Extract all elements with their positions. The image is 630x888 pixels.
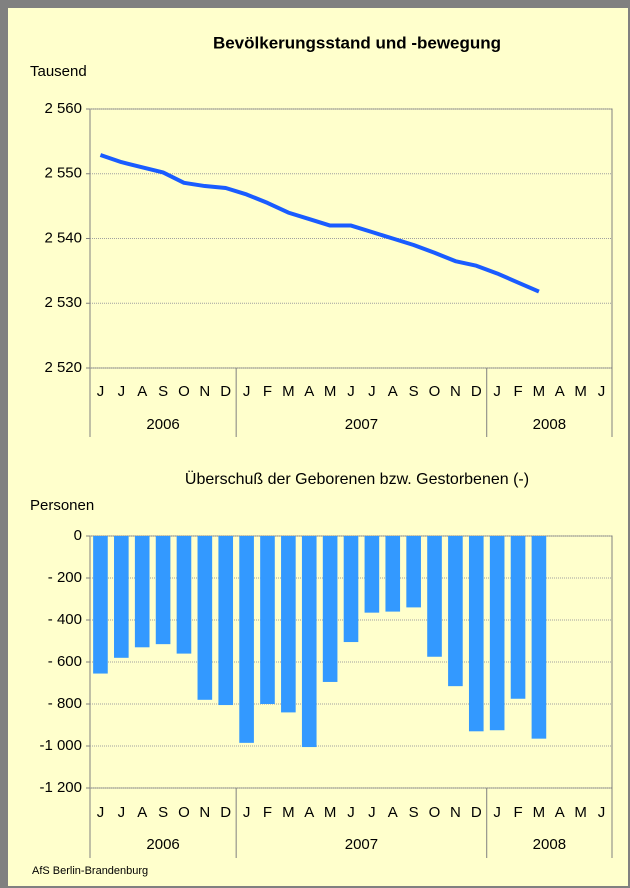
y-tick-label: - 600 bbox=[48, 653, 82, 670]
x-group-label: 2008 bbox=[533, 836, 566, 853]
x-tick-label: J bbox=[493, 383, 501, 400]
x-group-label: 2007 bbox=[345, 836, 378, 853]
x-tick-label: J bbox=[493, 804, 501, 821]
y-tick-label: - 200 bbox=[48, 569, 82, 586]
bar bbox=[134, 536, 150, 648]
x-tick-label: D bbox=[220, 804, 231, 821]
x-tick-label: J bbox=[243, 804, 251, 821]
bar bbox=[301, 536, 317, 748]
chart-subtitle: Überschuß der Geborenen bzw. Gestorbenen… bbox=[185, 470, 529, 488]
y-tick-label: 2 520 bbox=[44, 359, 82, 376]
x-tick-label: M bbox=[324, 804, 337, 821]
x-tick-label: F bbox=[513, 383, 522, 400]
line bbox=[99, 153, 540, 294]
x-tick-label: M bbox=[574, 383, 587, 400]
y-tick-label: 2 560 bbox=[44, 100, 82, 117]
bar bbox=[406, 536, 421, 608]
x-tick-label: A bbox=[304, 804, 314, 821]
x-tick-label: M bbox=[533, 804, 546, 821]
x-group-label: 2008 bbox=[533, 416, 566, 433]
x-tick-label: J bbox=[118, 383, 126, 400]
x-tick-label: J bbox=[368, 804, 376, 821]
x-tick-label: S bbox=[409, 804, 419, 821]
y-axis-label: Personen bbox=[30, 497, 94, 514]
bar bbox=[385, 536, 401, 612]
x-tick-label: O bbox=[178, 383, 190, 400]
x-tick-label: J bbox=[118, 804, 126, 821]
x-tick-label: A bbox=[304, 383, 314, 400]
x-tick-label: M bbox=[574, 804, 587, 821]
bar bbox=[176, 536, 192, 654]
x-tick-label: N bbox=[450, 383, 461, 400]
x-group-label: 2006 bbox=[146, 836, 179, 853]
x-tick-label: J bbox=[598, 804, 606, 821]
x-tick-label: S bbox=[409, 383, 419, 400]
y-tick-label: -1 000 bbox=[39, 737, 82, 754]
x-tick-label: J bbox=[598, 383, 606, 400]
x-tick-label: J bbox=[347, 383, 355, 400]
bar bbox=[468, 536, 484, 732]
bar bbox=[427, 536, 442, 657]
x-tick-label: J bbox=[97, 804, 105, 821]
x-tick-label: J bbox=[243, 383, 251, 400]
y-tick-label: 2 550 bbox=[44, 165, 82, 182]
x-tick-label: D bbox=[471, 383, 482, 400]
x-tick-label: N bbox=[450, 804, 461, 821]
x-tick-label: O bbox=[429, 383, 441, 400]
bar bbox=[239, 536, 254, 743]
x-tick-label: N bbox=[199, 804, 210, 821]
x-tick-label: M bbox=[282, 804, 295, 821]
x-tick-label: M bbox=[324, 383, 337, 400]
bar bbox=[531, 536, 547, 739]
x-tick-label: A bbox=[388, 804, 398, 821]
x-tick-label: M bbox=[282, 383, 295, 400]
x-tick-label: A bbox=[555, 383, 565, 400]
y-tick-label: 2 530 bbox=[44, 294, 82, 311]
bar bbox=[448, 536, 463, 687]
x-tick-label: S bbox=[158, 804, 168, 821]
x-tick-label: F bbox=[263, 383, 272, 400]
x-tick-label: O bbox=[178, 804, 190, 821]
bar bbox=[343, 536, 359, 643]
bar bbox=[510, 536, 526, 699]
x-group-label: 2007 bbox=[345, 416, 378, 433]
x-tick-label: D bbox=[471, 804, 482, 821]
y-tick-label: - 400 bbox=[48, 611, 82, 628]
x-tick-label: A bbox=[555, 804, 565, 821]
x-tick-label: J bbox=[368, 383, 376, 400]
x-tick-label: J bbox=[347, 804, 355, 821]
bar bbox=[93, 536, 108, 674]
x-tick-label: F bbox=[513, 804, 522, 821]
bar bbox=[322, 536, 338, 682]
bar bbox=[489, 536, 505, 731]
bar bbox=[114, 536, 129, 658]
x-group-label: 2006 bbox=[146, 416, 179, 433]
x-tick-label: A bbox=[137, 804, 147, 821]
x-tick-label: N bbox=[199, 383, 210, 400]
y-axis-label: Tausend bbox=[30, 63, 87, 80]
x-tick-label: F bbox=[263, 804, 272, 821]
y-tick-label: 0 bbox=[74, 527, 82, 544]
x-tick-label: J bbox=[97, 383, 105, 400]
bar bbox=[218, 536, 234, 706]
bar bbox=[197, 536, 213, 700]
y-tick-label: -1 200 bbox=[39, 779, 82, 796]
x-tick-label: S bbox=[158, 383, 168, 400]
x-tick-label: A bbox=[137, 383, 147, 400]
x-tick-label: D bbox=[220, 383, 231, 400]
x-tick-label: O bbox=[429, 804, 441, 821]
source: AfS Berlin-Brandenburg bbox=[32, 865, 148, 877]
y-tick-label: - 800 bbox=[48, 695, 82, 712]
chart-title: Bevölkerungsstand und -bewegung bbox=[213, 33, 501, 52]
bar bbox=[155, 536, 171, 645]
bar bbox=[364, 536, 380, 613]
x-tick-label: A bbox=[388, 383, 398, 400]
y-tick-label: 2 540 bbox=[44, 229, 82, 246]
bar bbox=[281, 536, 296, 713]
bar bbox=[260, 536, 275, 704]
x-tick-label: M bbox=[533, 383, 546, 400]
